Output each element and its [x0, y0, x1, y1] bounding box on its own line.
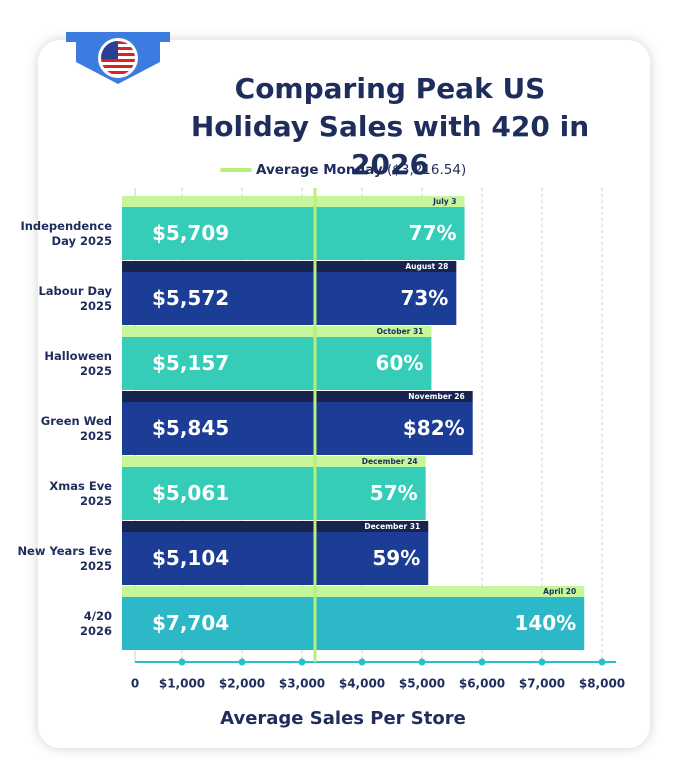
bar — [122, 207, 465, 260]
date-label: August 28 — [405, 262, 448, 271]
category-label: Labour Day 2025 — [38, 283, 112, 313]
legend-name: Average Monday — [256, 162, 383, 178]
date-label: November 26 — [408, 392, 464, 401]
value-label: $5,845 — [152, 416, 229, 440]
bar — [122, 597, 585, 650]
category-label: Halloween 2025 — [44, 348, 112, 378]
value-label: $5,572 — [152, 286, 229, 310]
percent-label: 59% — [372, 546, 420, 570]
percent-label: $82% — [403, 416, 465, 440]
category-label: Xmas Eve 2025 — [49, 478, 112, 508]
date-label: December 24 — [362, 457, 418, 466]
value-label: $5,709 — [152, 221, 229, 245]
chart-title: Comparing Peak US Holiday Sales with 420… — [190, 72, 590, 181]
value-label: $7,704 — [152, 611, 229, 635]
flag-ribbon — [66, 32, 170, 84]
x-tick-label: $4,000 — [339, 677, 385, 691]
x-tick-label: $1,000 — [159, 677, 205, 691]
value-label: $5,157 — [152, 351, 229, 375]
date-tab — [122, 586, 585, 597]
date-tab — [122, 391, 473, 402]
bar — [122, 272, 457, 325]
x-tick-label: $5,000 — [399, 677, 445, 691]
bar — [122, 402, 473, 455]
percent-label: 60% — [376, 351, 424, 375]
date-tab — [122, 456, 426, 467]
x-tick-label: $8,000 — [579, 677, 625, 691]
percent-label: 140% — [514, 611, 576, 635]
category-label: New Years Eve 2025 — [17, 543, 112, 573]
x-tick-label: $6,000 — [459, 677, 505, 691]
date-label: December 31 — [364, 522, 420, 531]
percent-label: 57% — [370, 481, 418, 505]
x-tick-label: 0 — [131, 677, 139, 691]
date-label: October 31 — [377, 327, 424, 336]
bar — [122, 467, 426, 520]
date-tab — [122, 521, 429, 532]
x-axis-title: Average Sales Per Store — [220, 708, 466, 729]
category-label: Green Wed 2025 — [40, 413, 112, 443]
x-tick-label: $2,000 — [219, 677, 265, 691]
date-label: April 20 — [543, 587, 576, 596]
x-tick-label: $3,000 — [279, 677, 325, 691]
category-label: 4/20 2026 — [79, 608, 112, 638]
x-tick-label: $7,000 — [519, 677, 565, 691]
value-label: $5,104 — [152, 546, 229, 570]
bar — [122, 532, 429, 585]
date-tab — [122, 196, 465, 207]
bar — [122, 337, 432, 390]
category-label: Independence Day 2025 — [20, 218, 112, 248]
value-label: $5,061 — [152, 481, 229, 505]
legend-value: ($3,216.54) — [387, 162, 466, 178]
date-tab — [122, 261, 457, 272]
date-tab — [122, 326, 432, 337]
percent-label: 77% — [409, 221, 457, 245]
percent-label: 73% — [400, 286, 448, 310]
legend-label: Average Monday ($3,216.54) — [256, 162, 466, 178]
date-label: July 3 — [432, 197, 456, 206]
